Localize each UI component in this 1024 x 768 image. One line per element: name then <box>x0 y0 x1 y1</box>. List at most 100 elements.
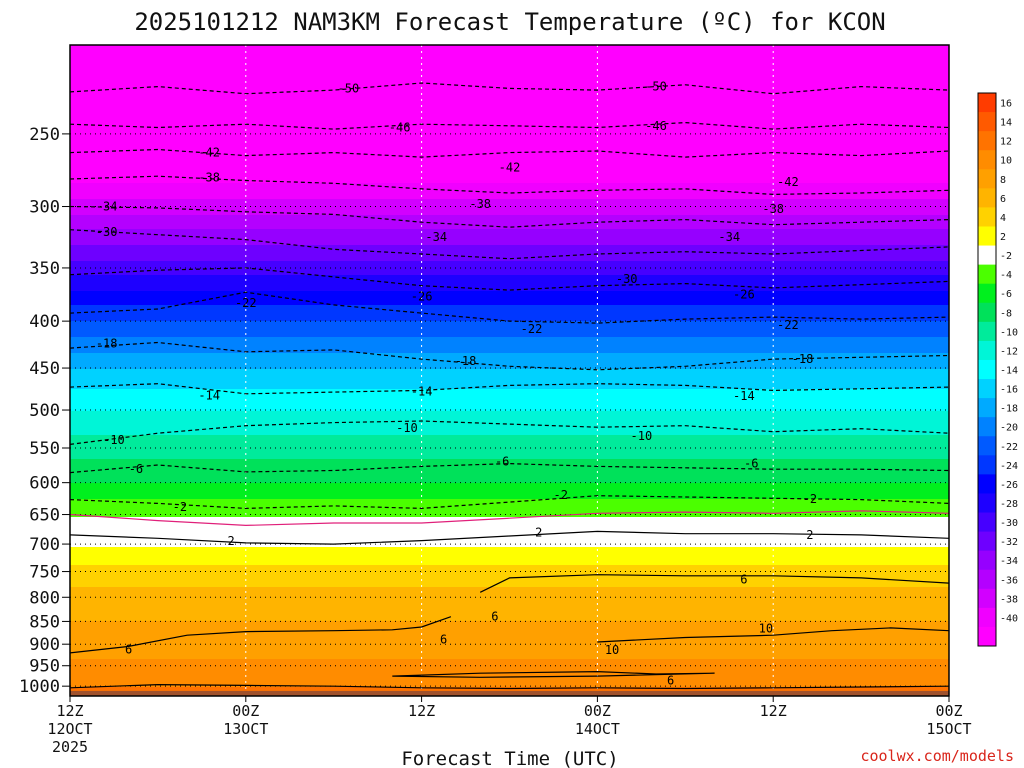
isotherm-label: -38 <box>762 202 784 216</box>
isotherm-line <box>70 510 949 527</box>
temperature-strip <box>70 485 949 487</box>
temperature-strip <box>70 117 949 119</box>
isotherm-label: -10 <box>103 433 125 447</box>
temperature-strip <box>70 177 949 179</box>
isotherm-line <box>392 670 715 678</box>
temperature-strip <box>70 105 949 107</box>
temperature-strip <box>70 75 949 77</box>
temperature-strip <box>70 649 949 651</box>
temperature-strip <box>70 647 949 649</box>
temperature-strip <box>70 415 949 417</box>
temperature-strip <box>70 147 949 149</box>
credit-link[interactable]: coolwx.com/models <box>860 747 1014 765</box>
temperature-strip <box>70 173 949 175</box>
x-axis-label: Forecast Time (UTC) <box>401 748 618 768</box>
temperature-strip <box>70 427 949 429</box>
temperature-strip <box>70 423 949 425</box>
temperature-strip <box>70 477 949 479</box>
temperature-strip <box>70 139 949 141</box>
temperature-strip <box>70 197 949 199</box>
colorbar-swatch <box>978 169 996 189</box>
temperature-strip <box>70 591 949 593</box>
temperature-strip <box>70 529 949 531</box>
isotherm-labels: -50 -50 -46 -46 -42 -42 -42 -38 -38 -38 -34 -34 -34 -… <box>96 80 817 688</box>
temperature-strip <box>70 227 949 229</box>
temperature-strip <box>70 317 949 319</box>
colorbar-swatch <box>978 283 996 304</box>
colorbar-swatch <box>978 264 996 285</box>
temperature-strip <box>70 437 949 439</box>
temperature-strip <box>70 137 949 139</box>
temperature-strip <box>70 119 949 121</box>
temperature-strip <box>70 661 949 663</box>
temperature-strip <box>70 289 949 291</box>
ground-fill <box>70 690 949 696</box>
chart-title: 2025101212 NAM3KM Forecast Temperature (… <box>134 8 885 36</box>
temperature-strip <box>70 341 949 343</box>
colorbar-swatch <box>978 321 996 342</box>
isotherm-label: -6 <box>129 462 143 476</box>
temperature-strip <box>70 269 949 271</box>
temperature-strip <box>70 187 949 189</box>
temperature-strip <box>70 449 949 451</box>
x-tick-label: 00Z <box>232 702 259 720</box>
isotherm-label: -14 <box>733 389 755 403</box>
temperature-strip <box>70 471 949 473</box>
temperature-strip <box>70 275 949 277</box>
temperature-strip <box>70 537 949 539</box>
temperature-strip <box>70 515 949 517</box>
temperature-strip <box>70 217 949 219</box>
temperature-strip <box>70 609 949 611</box>
temperature-strip <box>70 49 949 51</box>
temperature-strip <box>70 491 949 493</box>
temperature-strip <box>70 115 949 117</box>
isotherm-line <box>597 627 949 643</box>
temperature-strip <box>70 247 949 249</box>
temperature-strip <box>70 563 949 565</box>
y-tick-label: 550 <box>29 439 60 459</box>
colorbar-tick-label: -16 <box>1000 385 1018 396</box>
temperature-strip <box>70 635 949 637</box>
temperature-strip <box>70 321 949 323</box>
temperature-strip <box>70 667 949 669</box>
isotherm-label: -34 <box>718 230 740 244</box>
isotherm-label: 2 <box>228 534 235 548</box>
temperature-strip <box>70 161 949 163</box>
temperature-strip <box>70 71 949 73</box>
temperature-strip <box>70 531 949 533</box>
x-tick-label: 12Z <box>760 702 787 720</box>
grid-lines <box>70 45 949 696</box>
temperature-strip <box>70 373 949 375</box>
colorbar-swatch <box>978 550 996 571</box>
temperature-strip <box>70 367 949 369</box>
temperature-strip <box>70 519 949 521</box>
temperature-strip <box>70 61 949 63</box>
x-tick-label: 00Z <box>935 702 962 720</box>
temperature-strip <box>70 457 949 459</box>
temperature-strip <box>70 407 949 409</box>
temperature-fill <box>70 45 949 696</box>
temperature-strip <box>70 425 949 427</box>
temperature-strip <box>70 267 949 269</box>
temperature-strip <box>70 567 949 569</box>
temperature-strip <box>70 319 949 321</box>
temperature-strip <box>70 93 949 95</box>
temperature-strip <box>70 401 949 403</box>
temperature-strip <box>70 605 949 607</box>
y-tick-label: 750 <box>29 563 60 583</box>
temperature-strip <box>70 597 949 599</box>
plot-frame <box>69 44 950 697</box>
temperature-strip <box>70 285 949 287</box>
colorbar-tick-label: 4 <box>1000 213 1006 224</box>
isotherm-label: -42 <box>198 146 220 160</box>
colorbar-swatch <box>978 131 996 151</box>
y-tick-label: 300 <box>29 198 60 218</box>
colorbar-swatch <box>978 398 996 418</box>
colorbar-tick-label: -20 <box>1000 423 1018 434</box>
temperature-strip <box>70 343 949 345</box>
temperature-strip <box>70 497 949 499</box>
temperature-strip <box>70 263 949 265</box>
pressure-axis: 250 300 350 400 450 500 550 600 650 700 750 800 850 9… <box>19 125 70 697</box>
temperature-strip <box>70 539 949 541</box>
isotherm-label: -18 <box>96 336 118 350</box>
